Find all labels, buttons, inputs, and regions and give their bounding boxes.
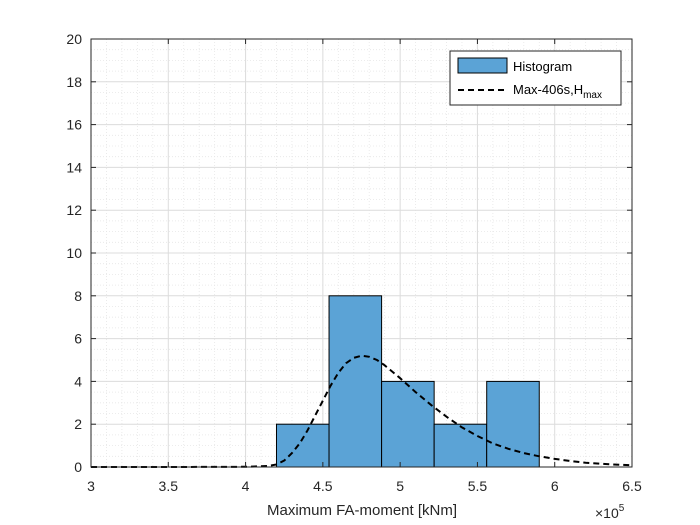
legend-label-histogram: Histogram [513, 59, 572, 74]
axis-ticks [90, 38, 633, 468]
y-tick-label: 6 [74, 331, 82, 347]
y-tick-label: 4 [74, 373, 82, 389]
x-tick-label: 5 [396, 478, 404, 494]
y-tick-label: 8 [74, 288, 82, 304]
legend-label-curve-main: Max-406s,H [513, 82, 583, 97]
x-tick-label: 4 [242, 478, 250, 494]
histogram-bar [381, 380, 435, 468]
histogram-bar [433, 423, 488, 468]
x-tick-label: 3 [87, 478, 95, 494]
y-tick-label: 14 [66, 159, 82, 175]
y-tick-label: 0 [74, 459, 82, 475]
legend: Histogram Max-406s,Hmax [449, 50, 622, 106]
histogram-bar [328, 295, 383, 468]
y-tick-label: 10 [66, 245, 82, 261]
legend-box [449, 50, 622, 106]
x-exponent-label: ×105 [595, 503, 625, 521]
histogram-bars [275, 295, 540, 468]
y-tick-label: 20 [66, 31, 82, 47]
y-tick-label: 12 [66, 202, 82, 218]
x-exponent-base: ×10 [595, 505, 619, 521]
histogram-bar [486, 380, 540, 468]
x-tick-label: 6.5 [622, 478, 642, 494]
x-tick-labels: 3 3.5 4 4.5 5 5.5 6 6.5 [87, 478, 642, 494]
legend-label-curve: Max-406s,Hmax [513, 82, 602, 101]
x-exponent-power: 5 [619, 503, 625, 514]
legend-swatch-histogram [457, 57, 508, 74]
x-axis-label: Maximum FA-moment [kNm] [267, 502, 457, 519]
x-tick-label: 6 [551, 478, 559, 494]
x-tick-label: 3.5 [159, 478, 179, 494]
y-tick-label: 2 [74, 416, 82, 432]
x-tick-label: 5.5 [468, 478, 488, 494]
x-tick-label: 4.5 [313, 478, 333, 494]
fit-curve-line [91, 354, 633, 468]
y-tick-labels: 0 2 4 6 8 10 12 14 16 18 20 [66, 31, 82, 475]
legend-label-curve-sub: max [583, 90, 602, 101]
y-tick-label: 16 [66, 117, 82, 133]
y-tick-label: 18 [66, 74, 82, 90]
